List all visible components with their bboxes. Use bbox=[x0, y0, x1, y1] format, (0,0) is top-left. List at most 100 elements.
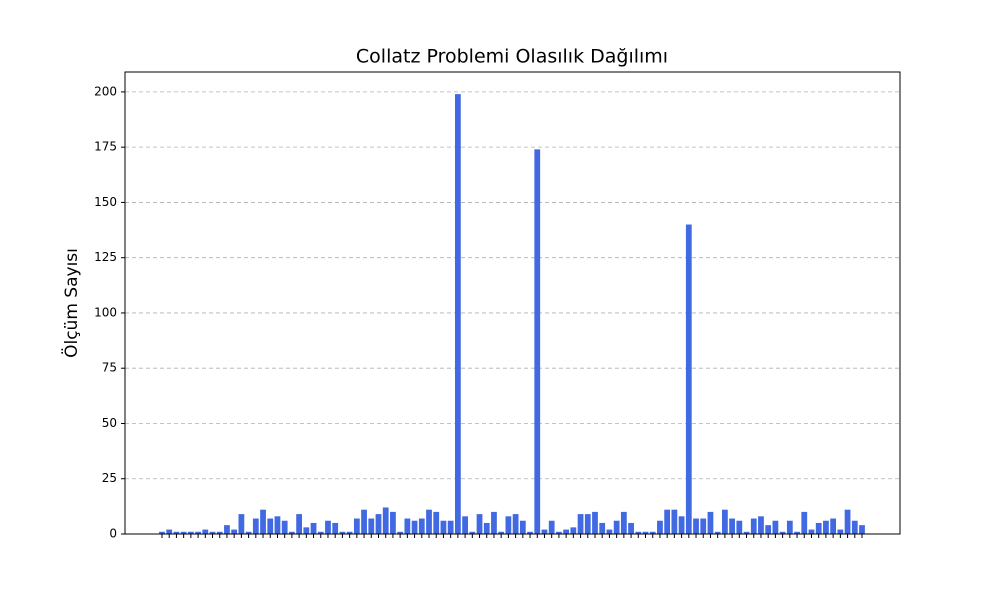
bar bbox=[859, 525, 865, 534]
bar bbox=[722, 509, 728, 534]
bar bbox=[245, 531, 252, 534]
bar bbox=[642, 531, 649, 534]
bar bbox=[794, 531, 800, 534]
bar bbox=[707, 511, 714, 534]
bar bbox=[267, 518, 274, 534]
bar bbox=[548, 520, 555, 534]
bar bbox=[462, 516, 468, 534]
bar bbox=[216, 531, 223, 534]
bar bbox=[361, 509, 367, 534]
bar bbox=[440, 520, 447, 534]
bar bbox=[620, 511, 627, 534]
bar bbox=[195, 531, 201, 534]
bar bbox=[346, 531, 353, 534]
bar bbox=[238, 514, 245, 534]
bar bbox=[382, 507, 389, 534]
bar bbox=[628, 522, 634, 534]
bar bbox=[332, 522, 339, 534]
y-tick-label: 100 bbox=[94, 305, 117, 319]
bar bbox=[289, 531, 295, 534]
bar bbox=[584, 514, 591, 534]
bar bbox=[296, 514, 302, 534]
bar bbox=[823, 520, 829, 534]
bar bbox=[260, 509, 266, 534]
bar bbox=[736, 520, 743, 534]
bar bbox=[187, 531, 194, 534]
bar bbox=[570, 527, 577, 534]
bar bbox=[772, 520, 779, 534]
bar bbox=[599, 522, 606, 534]
bar bbox=[808, 529, 815, 534]
bar bbox=[303, 527, 310, 534]
y-tick-label: 200 bbox=[94, 84, 117, 98]
bar bbox=[224, 525, 230, 534]
bar bbox=[274, 516, 281, 534]
bar bbox=[512, 514, 519, 534]
bar bbox=[418, 518, 425, 534]
y-tick-label: 150 bbox=[94, 195, 117, 209]
bar bbox=[577, 514, 584, 534]
bar bbox=[801, 511, 808, 534]
bar bbox=[325, 520, 331, 534]
bar bbox=[851, 520, 858, 534]
bar bbox=[534, 149, 541, 535]
bar bbox=[469, 531, 476, 534]
y-tick-label: 25 bbox=[102, 471, 117, 485]
bar bbox=[649, 531, 656, 534]
bar bbox=[180, 531, 187, 534]
y-tick-label: 0 bbox=[109, 527, 117, 541]
bar bbox=[476, 514, 483, 534]
y-tick-label: 50 bbox=[102, 416, 117, 430]
bar bbox=[519, 520, 526, 534]
bar bbox=[447, 520, 454, 534]
bar bbox=[685, 224, 692, 535]
bar bbox=[729, 518, 735, 534]
bar bbox=[700, 518, 707, 534]
chart-title: Collatz Problemi Olasılık Dağılımı bbox=[356, 46, 668, 68]
bar bbox=[678, 516, 685, 534]
bar bbox=[606, 529, 613, 534]
bar bbox=[541, 529, 548, 534]
bar bbox=[317, 531, 324, 534]
bar bbox=[786, 520, 793, 534]
bar bbox=[491, 511, 497, 534]
bar bbox=[173, 531, 180, 534]
bar bbox=[830, 518, 837, 534]
bar bbox=[375, 514, 382, 534]
bar bbox=[693, 518, 699, 534]
y-axis-label: Ölçüm Sayısı bbox=[60, 248, 82, 358]
bar bbox=[714, 531, 721, 534]
bar bbox=[592, 511, 598, 534]
bar bbox=[779, 531, 786, 534]
bar bbox=[556, 531, 562, 534]
bar bbox=[657, 520, 663, 534]
bar bbox=[664, 509, 671, 534]
bar bbox=[635, 531, 642, 534]
bar bbox=[837, 529, 844, 534]
bar bbox=[281, 520, 288, 534]
bar bbox=[505, 516, 512, 534]
bar bbox=[758, 516, 764, 534]
y-tick-label: 125 bbox=[94, 250, 117, 264]
plot-frame bbox=[124, 71, 901, 535]
bar bbox=[209, 531, 216, 534]
bar bbox=[765, 525, 772, 534]
bar bbox=[166, 529, 173, 534]
y-tick-label: 75 bbox=[102, 361, 117, 375]
bar bbox=[404, 518, 411, 534]
bar bbox=[743, 531, 750, 534]
bar bbox=[563, 529, 570, 534]
bar bbox=[397, 531, 404, 534]
bar bbox=[527, 531, 533, 534]
bar bbox=[411, 520, 418, 534]
bar bbox=[613, 520, 620, 534]
bar bbox=[353, 518, 360, 534]
bar bbox=[815, 522, 822, 534]
bar bbox=[426, 509, 432, 534]
bar bbox=[390, 511, 396, 534]
bar bbox=[498, 531, 505, 534]
bar bbox=[454, 94, 461, 535]
bar bbox=[483, 522, 490, 534]
bar bbox=[310, 522, 317, 534]
